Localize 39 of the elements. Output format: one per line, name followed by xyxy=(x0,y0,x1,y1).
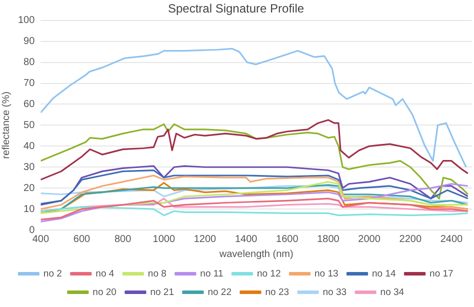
legend-label: no 12 xyxy=(256,268,281,280)
x-tick-label: 400 xyxy=(32,234,50,245)
x-tick-label: 1600 xyxy=(276,234,299,245)
x-tick-label: 2000 xyxy=(358,234,381,245)
y-tick-label: 10 xyxy=(24,204,36,215)
legend-label: no 17 xyxy=(430,268,454,280)
legend-label: no 34 xyxy=(380,286,404,298)
x-tick-label: 1000 xyxy=(152,234,176,245)
legend-label: no 11 xyxy=(200,268,224,280)
x-tick-label: 600 xyxy=(73,234,91,245)
legend-label: no 14 xyxy=(372,268,396,280)
y-tick-label: 60 xyxy=(24,98,36,110)
legend-label: no 13 xyxy=(314,268,338,280)
x-tick-label: 1800 xyxy=(317,234,340,245)
y-axis-title: reflectance (%) xyxy=(0,92,12,159)
y-tick-label: 70 xyxy=(24,78,36,90)
legend-label: no 8 xyxy=(148,268,166,280)
y-tick-label: 20 xyxy=(24,182,36,194)
y-tick-label: 40 xyxy=(24,140,36,152)
legend-label: no 4 xyxy=(96,268,114,280)
legend-label: no 2 xyxy=(43,268,62,280)
x-tick-label: 1400 xyxy=(234,234,258,245)
legend-label: no 22 xyxy=(208,286,232,298)
legend-label: no 21 xyxy=(150,286,174,298)
y-tick-label: 80 xyxy=(24,57,36,68)
y-tick-label: 90 xyxy=(24,36,36,48)
legend-label: no 23 xyxy=(265,286,290,298)
y-tick-label: 30 xyxy=(24,162,36,173)
y-tick-label: 100 xyxy=(18,15,36,26)
chart-title: Spectral Signature Profile xyxy=(168,2,304,16)
x-axis-title: wavelength (nm) xyxy=(218,248,294,260)
x-tick-label: 800 xyxy=(114,234,132,245)
y-tick-label: 0 xyxy=(29,224,36,236)
x-tick-label: 2400 xyxy=(440,234,464,245)
x-tick-label: 2200 xyxy=(399,234,422,245)
y-tick-label: 50 xyxy=(24,120,36,131)
legend-label: no 33 xyxy=(322,286,347,298)
x-tick-label: 1200 xyxy=(194,234,217,245)
legend-label: no 20 xyxy=(92,286,116,298)
